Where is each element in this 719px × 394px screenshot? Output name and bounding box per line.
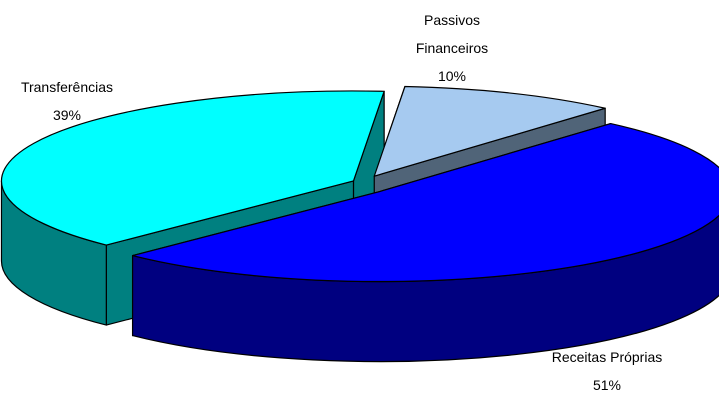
label-passivos-percent: 10%: [438, 68, 466, 84]
label-receitas: Receitas Próprias: [552, 349, 663, 365]
label-passivos-line1: Passivos: [424, 12, 480, 28]
slice-passivos-financeiros: [373, 85, 606, 177]
label-transferencias-percent: 39%: [53, 107, 81, 123]
slice-tops: [0, 85, 719, 283]
slice-receitas-proprias: [131, 122, 719, 283]
label-receitas-percent: 51%: [593, 377, 621, 393]
label-transferencias: Transferências: [21, 79, 113, 95]
slice-transferencias: [0, 90, 385, 246]
label-passivos-line2: Financeiros: [416, 40, 488, 56]
